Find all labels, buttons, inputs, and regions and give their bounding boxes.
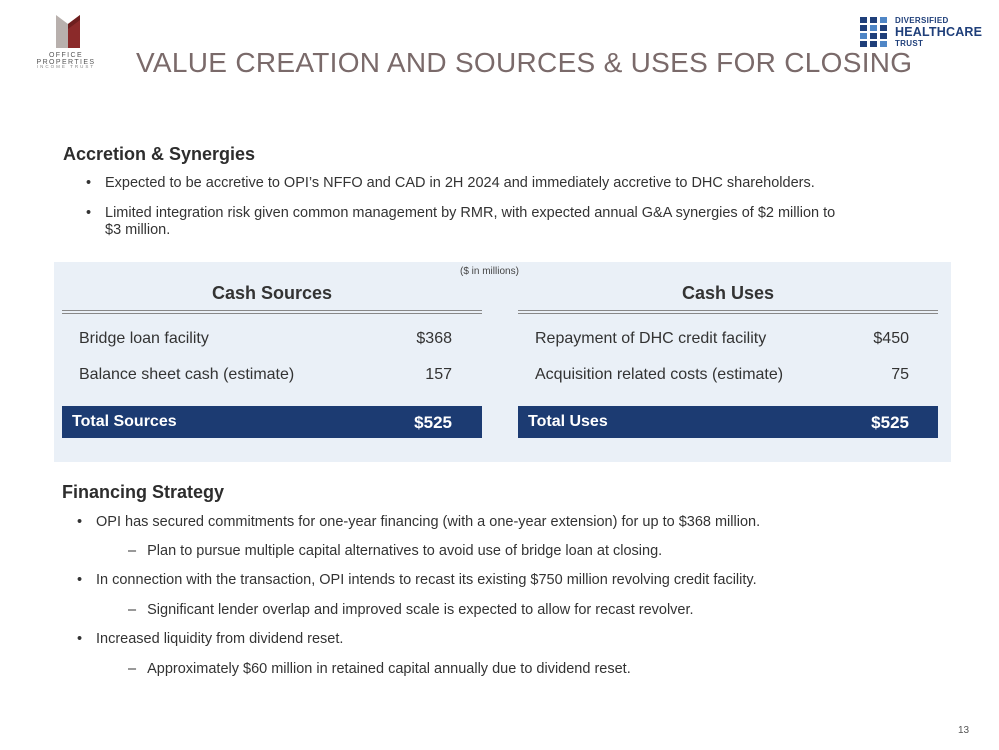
- uses-row-value: $450: [873, 330, 909, 347]
- uses-row-label: Acquisition related costs (estimate): [535, 366, 784, 383]
- total-sources-label: Total Sources: [72, 413, 177, 430]
- cash-uses-heading: Cash Uses: [681, 283, 775, 303]
- dhc-logo-line3: TRUST: [895, 38, 924, 48]
- total-uses-label: Total Uses: [528, 413, 608, 430]
- accretion-bullet-text: Expected to be accretive to OPI’s NFFO a…: [105, 175, 815, 191]
- total-sources-bar: [62, 406, 482, 438]
- total-uses-bar: [518, 406, 938, 438]
- sources-row-label: Bridge loan facility: [79, 330, 209, 347]
- dash-marker: –: [128, 602, 137, 618]
- financing-sub-text: Plan to pursue multiple capital alternat…: [147, 543, 663, 559]
- accretion-bullet-text: Limited integration risk given common ma…: [105, 205, 836, 221]
- financing-bullet-text: OPI has secured commitments for one-year…: [96, 514, 761, 530]
- dhc-logo-text: DIVERSIFIED HEALTHCARE TRUST: [895, 17, 982, 48]
- opi-logo: OFFICE PROPERTIES INCOME TRUST: [20, 12, 112, 74]
- uses-divider: [518, 310, 938, 314]
- financing-sub-bullet: – Plan to pursue multiple capital altern…: [128, 542, 662, 560]
- opi-emblem-icon: [56, 15, 80, 48]
- sources-row-value: 157: [425, 366, 452, 383]
- page-number: 13: [958, 725, 970, 736]
- opi-logo-sub: INCOME TRUST: [36, 64, 96, 69]
- financing-sub-text: Significant lender overlap and improved …: [147, 602, 694, 618]
- sources-divider: [62, 310, 482, 314]
- accretion-heading: Accretion & Synergies: [63, 144, 256, 164]
- sources-row-label: Balance sheet cash (estimate): [79, 366, 295, 383]
- bullet-dot: •: [86, 205, 92, 221]
- cash-sources-heading: Cash Sources: [211, 283, 333, 303]
- bullet-dot: •: [77, 514, 83, 530]
- bullet-dot: •: [77, 572, 83, 588]
- dhc-logo-line1: DIVERSIFIED: [895, 16, 949, 25]
- dash-marker: –: [128, 661, 137, 677]
- bullet-dot: •: [86, 175, 92, 191]
- accretion-bullet-text: $3 million.: [105, 222, 171, 238]
- financing-heading: Financing Strategy: [62, 482, 225, 502]
- dhc-grid-icon: [860, 17, 887, 47]
- dhc-logo-line2: HEALTHCARE: [895, 25, 983, 39]
- financing-sub-bullet: – Approximately $60 million in retained …: [128, 660, 631, 678]
- total-uses-value: $525: [871, 413, 909, 432]
- sources-row-value: $368: [416, 330, 452, 347]
- total-sources-value: $525: [414, 413, 452, 432]
- units-note: ($ in millions): [460, 266, 519, 277]
- page-title: VALUE CREATION AND SOURCES & USES FOR CL…: [136, 47, 913, 78]
- financing-sub-text: Approximately $60 million in retained ca…: [147, 661, 631, 677]
- opi-logo-name: OFFICE PROPERTIES: [36, 52, 96, 66]
- uses-row-value: 75: [891, 366, 909, 383]
- dhc-logo: DIVERSIFIED HEALTHCARE TRUST: [860, 17, 990, 51]
- financing-bullet-text: In connection with the transaction, OPI …: [96, 572, 757, 588]
- financing-bullet-text: Increased liquidity from dividend reset.: [96, 631, 344, 647]
- uses-row-label: Repayment of DHC credit facility: [535, 330, 767, 347]
- accretion-bullet-continuation: $3 million.: [105, 221, 170, 239]
- bullet-dot: •: [77, 631, 83, 647]
- financing-sub-bullet: – Significant lender overlap and improve…: [128, 601, 694, 619]
- dash-marker: –: [128, 543, 137, 559]
